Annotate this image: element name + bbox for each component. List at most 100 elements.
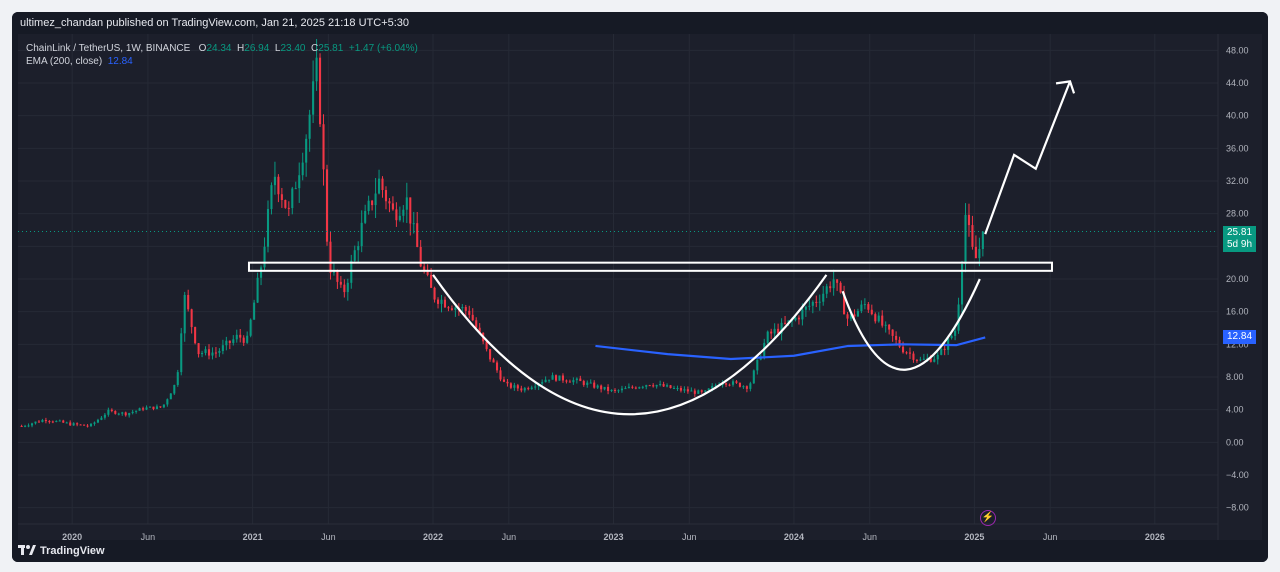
last-price-value: 25.81 bbox=[1227, 226, 1253, 238]
candle-body bbox=[704, 390, 707, 392]
candle-body bbox=[613, 389, 617, 391]
candle-body bbox=[378, 178, 381, 194]
candle-body bbox=[190, 309, 193, 328]
ema-price-tag: 12.84 bbox=[1223, 330, 1257, 345]
ema-value: 12.84 bbox=[107, 56, 133, 67]
candle-body bbox=[766, 331, 769, 343]
cup-pattern-curve[interactable] bbox=[432, 274, 828, 416]
candle-body bbox=[343, 284, 346, 293]
candle-body bbox=[891, 329, 894, 336]
candle-body bbox=[978, 249, 981, 259]
candle-body bbox=[436, 299, 440, 304]
candle-body bbox=[596, 385, 599, 388]
candle-body bbox=[20, 426, 23, 427]
projection-arrow-path[interactable] bbox=[984, 80, 1072, 235]
chart-pane[interactable]: 48.0044.0040.0036.0032.0028.0024.0020.00… bbox=[18, 34, 1262, 548]
candle-body bbox=[915, 359, 918, 361]
candle-body bbox=[534, 386, 537, 388]
candle-body bbox=[443, 299, 447, 308]
candle-body bbox=[273, 176, 276, 186]
candle-body bbox=[679, 387, 682, 391]
symbol-label[interactable]: ChainLink / TetherUS, 1W, BINANCE bbox=[26, 43, 191, 54]
candle-body bbox=[530, 387, 533, 390]
candle-body bbox=[926, 358, 929, 360]
candle-body bbox=[711, 385, 714, 389]
candle-body bbox=[836, 279, 839, 283]
footer-brand[interactable]: TradingView bbox=[40, 545, 105, 557]
candle-body bbox=[818, 301, 821, 303]
candle-body bbox=[561, 375, 565, 381]
candle-body bbox=[329, 241, 332, 273]
candle-body bbox=[148, 406, 152, 408]
price-chart[interactable]: 48.0044.0040.0036.0032.0028.0024.0020.00… bbox=[18, 34, 1262, 548]
candle-body bbox=[579, 378, 582, 382]
open-value: 24.34 bbox=[206, 43, 232, 54]
candle-body bbox=[280, 194, 283, 200]
y-tick-label: 36.00 bbox=[1226, 143, 1249, 153]
candle-body bbox=[249, 319, 252, 336]
candle-body bbox=[756, 359, 759, 371]
candle-body bbox=[495, 362, 499, 371]
resistance-zone-box[interactable] bbox=[247, 261, 1053, 272]
candle-body bbox=[367, 200, 370, 211]
candle-body bbox=[971, 225, 974, 247]
x-tick-label: 2025 bbox=[964, 532, 984, 542]
candle-body bbox=[468, 310, 471, 315]
candle-body bbox=[565, 380, 568, 382]
candle-body bbox=[128, 413, 131, 416]
candle-body bbox=[697, 390, 700, 394]
candle-body bbox=[44, 420, 47, 422]
candle-body bbox=[815, 301, 818, 303]
candle-body bbox=[197, 343, 200, 355]
candle-body bbox=[582, 381, 585, 385]
candle-body bbox=[773, 328, 776, 334]
candle-body bbox=[173, 384, 176, 394]
candle-body bbox=[919, 359, 922, 361]
candle-body bbox=[950, 335, 953, 339]
candle-body bbox=[398, 215, 401, 221]
lightning-event-icon[interactable]: ⚡ bbox=[980, 510, 996, 526]
candle-body bbox=[204, 349, 207, 353]
candle-body bbox=[922, 358, 925, 360]
candle-body bbox=[593, 382, 596, 388]
candle-body bbox=[981, 231, 984, 250]
x-tick-label: Jun bbox=[502, 532, 517, 542]
candle-body bbox=[419, 246, 422, 267]
candle-body bbox=[364, 210, 367, 223]
candle-body bbox=[600, 385, 603, 390]
candle-body bbox=[641, 386, 644, 388]
ema-line-legend[interactable]: EMA (200, close) 12.84 bbox=[26, 55, 418, 68]
candle-body bbox=[513, 385, 516, 388]
y-tick-label: 40.00 bbox=[1226, 111, 1249, 121]
candle-body bbox=[357, 246, 360, 251]
candle-body bbox=[27, 425, 30, 427]
candle-body bbox=[645, 385, 648, 387]
low-value: 23.40 bbox=[280, 43, 306, 54]
tradingview-logo-icon bbox=[18, 545, 36, 555]
candle-body bbox=[843, 292, 846, 315]
candle-body bbox=[298, 175, 301, 189]
candle-body bbox=[86, 425, 89, 427]
candle-body bbox=[374, 193, 377, 206]
candle-body bbox=[586, 382, 589, 385]
candle-body bbox=[242, 337, 245, 343]
handle-pattern-curve[interactable] bbox=[841, 278, 981, 371]
candle-body bbox=[266, 208, 270, 247]
candle-body bbox=[121, 412, 124, 414]
candle-body bbox=[79, 424, 82, 426]
x-tick-label: Jun bbox=[321, 532, 336, 542]
candle-body bbox=[426, 270, 429, 275]
candle-body bbox=[738, 382, 741, 387]
candle-body bbox=[162, 404, 165, 408]
projection-arrow-head[interactable] bbox=[1055, 80, 1076, 94]
candle-body bbox=[967, 214, 971, 226]
candle-body bbox=[207, 349, 211, 356]
candle-body bbox=[322, 124, 325, 170]
ema-200-line[interactable] bbox=[595, 336, 986, 361]
candle-body bbox=[221, 345, 224, 351]
candle-body bbox=[856, 311, 859, 317]
candle-body bbox=[558, 375, 561, 381]
y-tick-label: 4.00 bbox=[1226, 405, 1244, 415]
candle-body bbox=[849, 314, 853, 319]
candle-body bbox=[166, 399, 169, 405]
